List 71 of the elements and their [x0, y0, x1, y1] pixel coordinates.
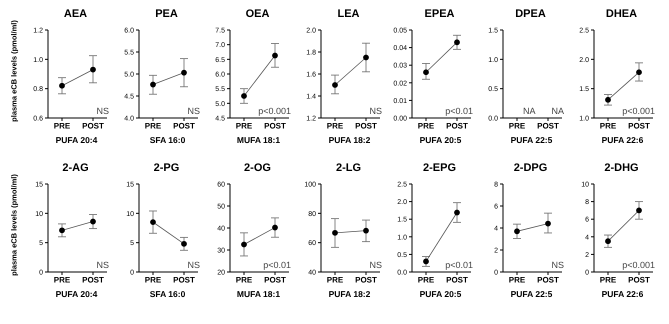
x-tick-label: PRE — [236, 122, 253, 131]
chart-title: 2-AG — [61, 162, 90, 176]
x-tick-label: PRE — [418, 122, 435, 131]
x-tick-label: POST — [355, 122, 378, 131]
x-tick-label: POST — [355, 276, 378, 285]
x-tick-label: POST — [173, 276, 196, 285]
chart-title: 2-DPG — [512, 162, 548, 176]
x-tick-label: POST — [173, 122, 196, 131]
x-axis-title: PUFA 22:6 — [600, 135, 644, 145]
x-axis-title: SFA 16:0 — [148, 135, 186, 145]
annotation: p<0.01 — [263, 260, 291, 270]
x-tick-label: POST — [82, 122, 104, 131]
annotation: p<0.001 — [258, 106, 291, 116]
x-axis-title: PUFA 20:5 — [418, 289, 462, 299]
x-axis-title: PUFA 22:5 — [510, 135, 554, 145]
chart-title: EPEA — [424, 8, 456, 22]
annotation: NS — [187, 106, 200, 116]
chart-title: DHEA — [604, 8, 638, 22]
chart-title: 2-OG — [243, 162, 272, 176]
x-axis-title: PUFA 20:5 — [418, 135, 462, 145]
chart-title: LEA — [336, 8, 360, 22]
x-tick-label: POST — [628, 276, 650, 285]
x-axis-title: PUFA 22:6 — [600, 289, 644, 299]
chart-title: 2-PG — [152, 162, 180, 176]
x-axis-title: PUFA 20:4 — [54, 135, 98, 145]
x-tick-label: PRE — [54, 276, 71, 285]
annotation: NS — [96, 260, 109, 270]
x-tick-label: PRE — [144, 122, 162, 131]
annotation: p<0.01 — [445, 260, 473, 270]
x-axis-title: PUFA 18:2 — [328, 135, 372, 145]
annotation: NS — [96, 106, 109, 116]
annotation: NS — [551, 260, 564, 270]
x-tick-label: PRE — [418, 276, 435, 285]
chart-title: AEA — [62, 8, 88, 22]
chart-title: 2-LG — [334, 162, 362, 176]
chart-title: 2-EPG — [422, 162, 457, 176]
annotation: NA — [522, 106, 536, 116]
x-tick-label: PRE — [236, 276, 253, 285]
chart-title: OEA — [244, 8, 270, 22]
x-tick-label: PRE — [326, 276, 344, 285]
chart-title: 2-DHG — [603, 162, 640, 176]
x-tick-label: PRE — [508, 122, 526, 131]
annotation: NS — [369, 106, 382, 116]
x-tick-label: POST — [537, 122, 560, 131]
x-tick-label: POST — [446, 276, 468, 285]
x-tick-label: PRE — [600, 122, 617, 131]
x-tick-label: POST — [82, 276, 104, 285]
chart-title: DPEA — [514, 8, 547, 22]
chart-title: PEA — [154, 8, 179, 22]
x-tick-label: PRE — [144, 276, 162, 285]
annotation: NS — [369, 260, 382, 270]
x-axis-title: MUFA 18:1 — [236, 135, 282, 145]
x-tick-label: POST — [537, 276, 560, 285]
x-tick-label: PRE — [600, 276, 617, 285]
annotation: p<0.01 — [445, 106, 473, 116]
x-axis-title: PUFA 20:4 — [54, 289, 98, 299]
annotation: p<0.001 — [622, 106, 655, 116]
x-axis-title: SFA 16:0 — [148, 289, 186, 299]
x-tick-label: POST — [628, 122, 650, 131]
x-tick-label: POST — [264, 276, 286, 285]
annotation: NS — [187, 260, 200, 270]
annotation: NA — [551, 106, 564, 116]
annotation: p<0.001 — [622, 260, 655, 270]
x-axis-title: MUFA 18:1 — [236, 289, 282, 299]
x-tick-label: PRE — [54, 122, 71, 131]
x-tick-label: POST — [264, 122, 286, 131]
x-tick-label: PRE — [508, 276, 526, 285]
x-tick-label: PRE — [326, 122, 344, 131]
x-tick-label: POST — [446, 122, 468, 131]
x-axis-title: PUFA 22:5 — [510, 289, 554, 299]
x-axis-title: PUFA 18:2 — [328, 289, 372, 299]
